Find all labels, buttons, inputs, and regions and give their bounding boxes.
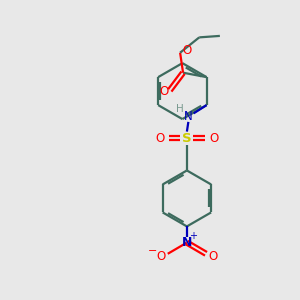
Text: O: O: [155, 132, 164, 145]
Text: O: O: [159, 85, 169, 98]
Text: O: O: [208, 250, 217, 262]
Text: H: H: [176, 103, 183, 114]
Text: O: O: [182, 44, 191, 57]
Text: O: O: [209, 132, 219, 145]
Text: −: −: [148, 246, 158, 256]
Text: S: S: [182, 132, 192, 145]
Text: N: N: [182, 236, 192, 249]
Text: +: +: [189, 231, 197, 241]
Text: O: O: [157, 250, 166, 262]
Text: N: N: [184, 110, 193, 123]
